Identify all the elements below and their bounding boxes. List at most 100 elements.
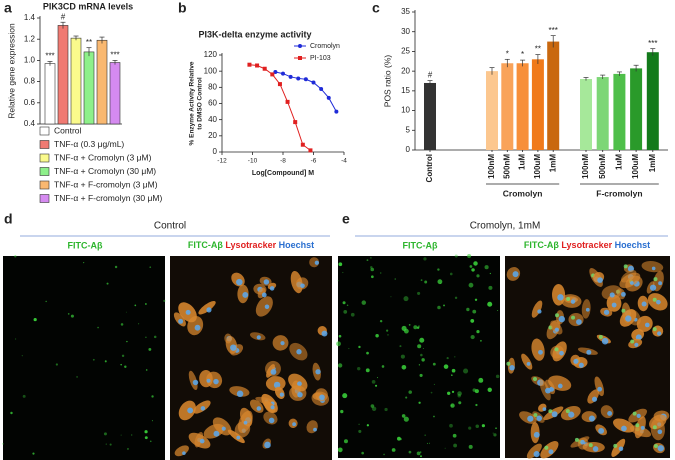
y-tick-label: 120 (204, 50, 218, 59)
fitc-spot (478, 377, 484, 383)
point (334, 109, 339, 114)
nucleus (273, 381, 281, 389)
nucleus (243, 420, 248, 425)
cell (552, 341, 567, 362)
fitc-spot (454, 356, 456, 358)
fitc-spot (443, 304, 445, 307)
nucleus (554, 327, 559, 332)
nucleus (300, 283, 305, 288)
nucleus (321, 330, 328, 337)
nucleus (509, 365, 515, 371)
x-tick-label: 100uM (631, 154, 640, 179)
fitc-spot (358, 345, 361, 349)
fitc-spot (408, 324, 411, 326)
nucleus (537, 309, 542, 314)
annotation: # (428, 71, 433, 80)
legend-swatch (39, 126, 50, 136)
legend-label: Cromolyn (310, 43, 340, 50)
nucleus (236, 390, 244, 398)
bar (516, 63, 529, 150)
y-tick-label: 0 (213, 147, 218, 156)
fitc-spot (458, 401, 462, 405)
nucleus (634, 342, 639, 347)
cell (227, 429, 245, 444)
nucleus (178, 318, 184, 324)
nucleus (187, 407, 194, 414)
fitc-spot (369, 256, 372, 259)
nucleus (548, 449, 554, 455)
nucleus (533, 431, 540, 438)
cell (188, 370, 198, 391)
y-axis-label: % Enzyme Activity Relative (189, 61, 196, 145)
fitc-spot (453, 443, 458, 448)
fitc-spot (420, 353, 423, 357)
nucleus (621, 425, 627, 432)
micrograph (170, 256, 332, 460)
bar (596, 77, 609, 150)
fitc-spot (76, 376, 78, 378)
nucleus (658, 281, 663, 286)
cell (587, 389, 600, 404)
legend-marker (298, 44, 302, 48)
x-tick-label: -6 (311, 158, 317, 165)
fitc-spot (497, 310, 499, 312)
fitc-spot (469, 265, 473, 268)
nucleus (230, 344, 237, 351)
stain-label: Hoechst (615, 240, 651, 250)
image-heading: Cromolyn, 1mM (470, 221, 541, 232)
nucleus (533, 451, 540, 458)
legend-swatch (39, 167, 50, 176)
x-tick-label: -4 (341, 158, 347, 165)
nucleus (194, 324, 201, 331)
x-tick-label: Control (425, 154, 434, 182)
fitc-spot (371, 379, 376, 384)
y-tick-label: 5 (406, 125, 411, 134)
legend-label: TNF-α + Cromolyn (3 μM) (54, 152, 152, 162)
nucleus (630, 281, 634, 285)
fitc-spot (432, 362, 436, 366)
fitc-spot (437, 279, 443, 285)
fitc-spot (443, 364, 449, 369)
stain-label: Hoechst (279, 240, 315, 250)
image-label: FITC-Aβ (68, 240, 103, 250)
fitc-spot (134, 304, 137, 307)
fitc-spot (365, 368, 370, 373)
y-tick-label: 0.8 (24, 77, 36, 86)
point (319, 86, 324, 91)
image-label: FITC-Aβ Lysotracker Hoechst (188, 240, 314, 250)
nucleus (618, 446, 624, 452)
y-axis-label: POS ratio (%) (382, 55, 392, 108)
fitc-spot (346, 304, 349, 307)
nucleus (603, 309, 610, 315)
fitc-spot (401, 364, 407, 370)
fitc-spot (613, 443, 618, 448)
annotation: *** (648, 39, 657, 48)
legend-swatch (39, 180, 50, 190)
annotation: * (506, 49, 509, 58)
nucleus (280, 341, 285, 346)
fitc-spot (487, 387, 492, 392)
fitc-spot (416, 326, 420, 329)
fitc-spot (457, 394, 461, 398)
bar (531, 59, 544, 150)
fitc-spot (384, 407, 388, 412)
fitc-spot (405, 396, 408, 399)
nucleus (213, 430, 220, 437)
fitc-spot (449, 423, 453, 428)
nucleus (625, 315, 632, 322)
fitc-spot (470, 334, 475, 340)
y-tick-label: 25 (401, 47, 410, 56)
y-tick-label: 100 (204, 66, 218, 75)
nucleus (597, 277, 603, 283)
fitc-spot (652, 327, 657, 332)
fitc-spot (366, 424, 370, 427)
fitc-spot (574, 437, 579, 442)
y-tick-label: 1.0 (24, 56, 36, 65)
fitc-spot (337, 363, 343, 368)
nucleus (297, 381, 302, 387)
fitc-spot (424, 280, 428, 284)
fitc-spot (652, 425, 657, 430)
fitc-spot (33, 318, 37, 322)
nucleus (592, 446, 599, 452)
fitc-spot (428, 442, 430, 444)
